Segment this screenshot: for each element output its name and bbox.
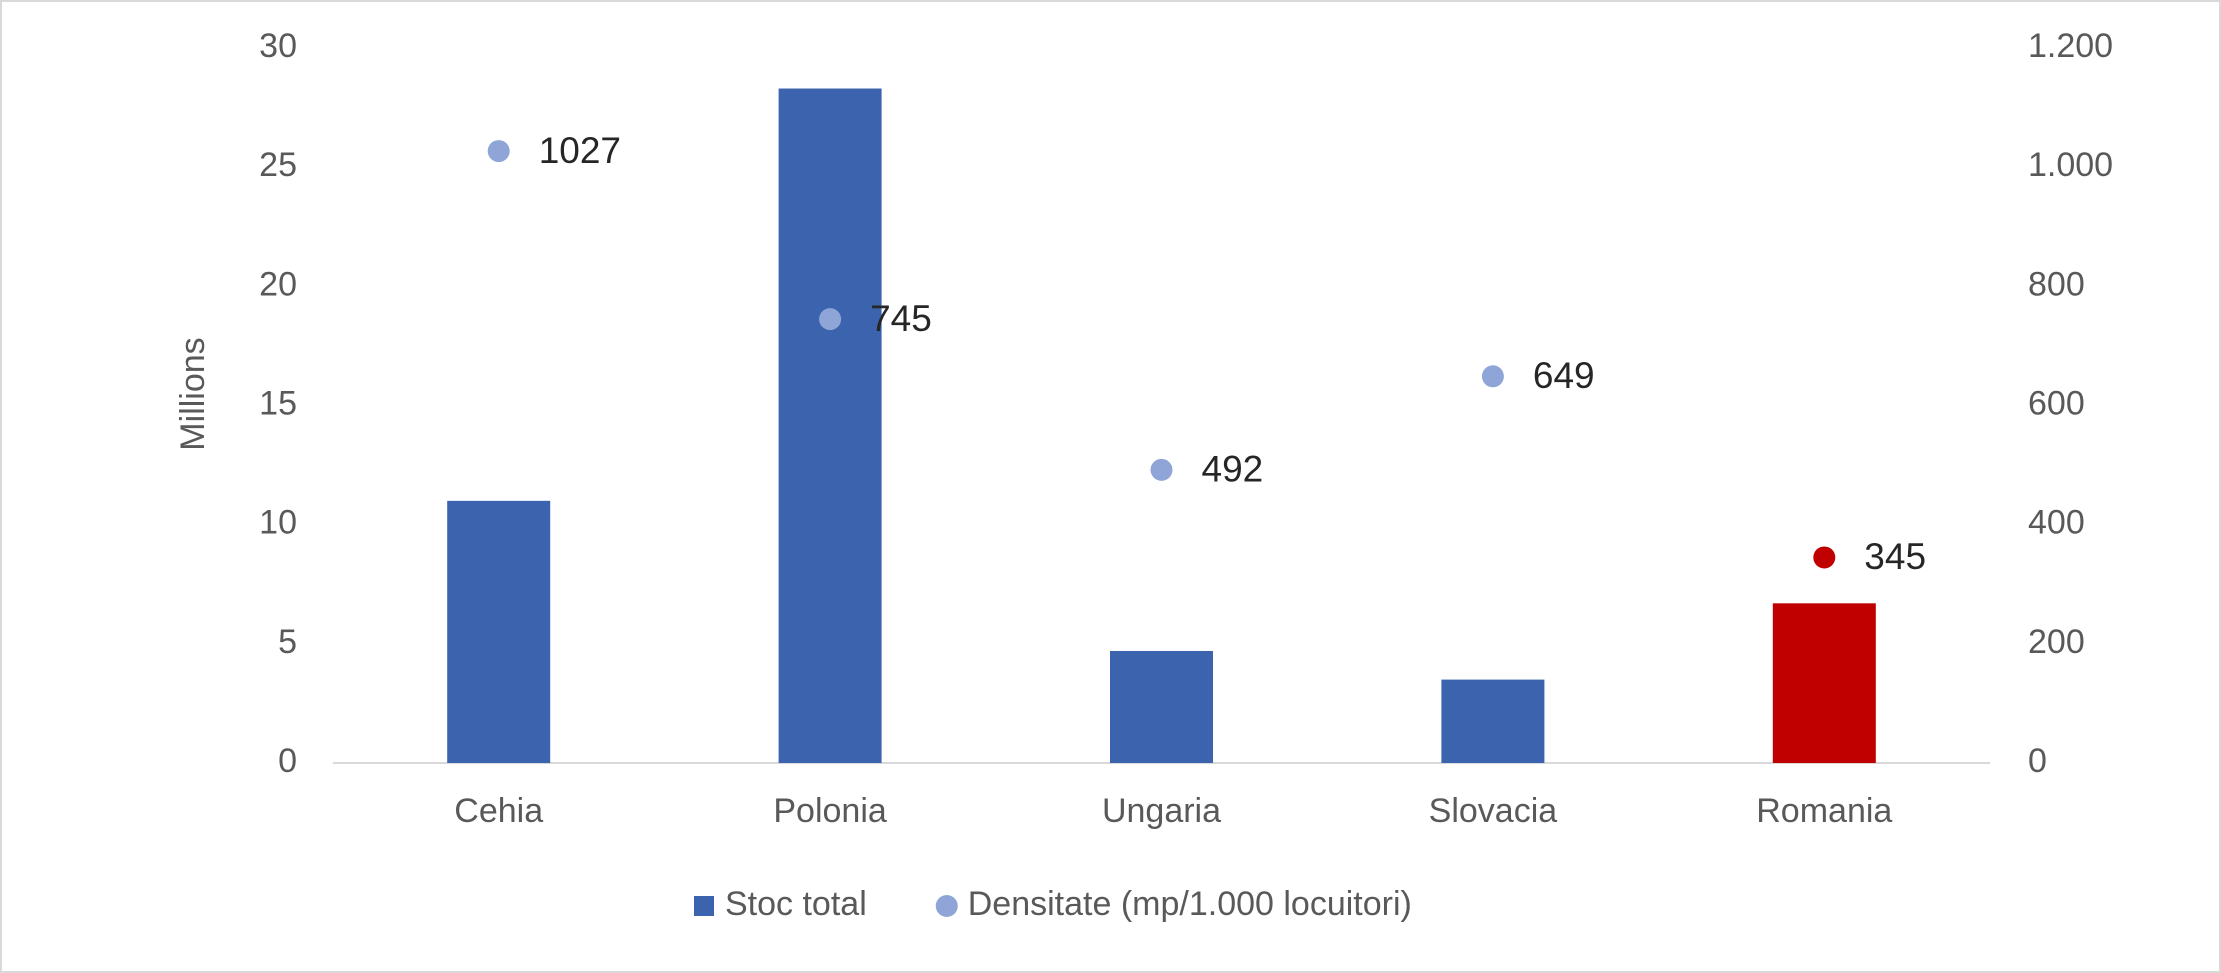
y2-tick-label: 400	[2028, 504, 2085, 542]
x-tick-label: Cehia	[454, 792, 543, 830]
y-tick-label: 10	[259, 504, 297, 542]
x-tick-label: Polonia	[773, 792, 887, 830]
bar	[1772, 603, 1876, 763]
legend-swatch	[694, 896, 714, 916]
y-tick-label: 15	[259, 384, 297, 422]
y-tick-label: 0	[278, 742, 297, 780]
point	[819, 308, 842, 331]
legend-swatch	[935, 895, 958, 917]
y-tick-label: 20	[259, 265, 297, 303]
legend-label: Densitate (mp/1.000 locuitori)	[968, 885, 1412, 923]
y2-tick-label: 1.200	[2028, 27, 2113, 65]
legend-label: Stoc total	[725, 885, 867, 923]
point	[487, 140, 510, 163]
y2-tick-label: 1.000	[2028, 146, 2113, 184]
y-tick-label: 25	[259, 146, 297, 184]
point	[1481, 365, 1504, 388]
data-label: 492	[1202, 449, 1264, 490]
y-tick-label: 30	[259, 27, 297, 65]
bar	[1441, 679, 1545, 763]
data-label: 745	[870, 298, 932, 339]
y2-tick-label: 0	[2028, 742, 2047, 780]
y-tick-label: 5	[278, 623, 297, 661]
y-axis-label: Millions	[174, 337, 212, 450]
point	[1150, 458, 1173, 481]
y2-tick-label: 600	[2028, 384, 2085, 422]
bar	[778, 88, 882, 764]
data-label: 649	[1533, 355, 1595, 396]
point	[1813, 546, 1836, 569]
bar	[1110, 650, 1213, 763]
data-label: 345	[1864, 536, 1926, 577]
bar	[447, 500, 551, 763]
y2-tick-label: 200	[2028, 623, 2085, 661]
x-tick-label: Romania	[1756, 792, 1892, 830]
x-tick-label: Ungaria	[1102, 792, 1221, 830]
y2-tick-label: 800	[2028, 265, 2085, 303]
x-tick-label: Slovacia	[1429, 792, 1558, 830]
data-label: 1027	[539, 130, 621, 171]
